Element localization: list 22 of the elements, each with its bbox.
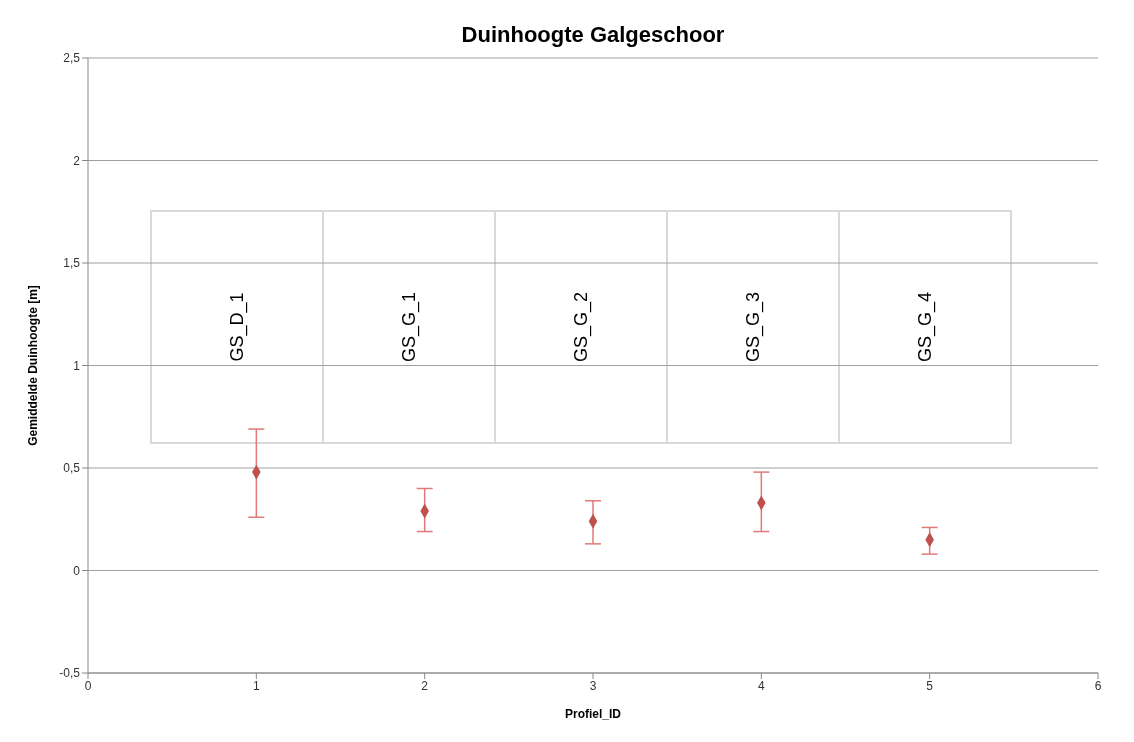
y-tick-label: 0,5 xyxy=(63,461,81,476)
y-tick-label: 2,5 xyxy=(63,51,81,66)
annotation: GS_G_2 xyxy=(570,291,592,362)
y-tick-label: -0,5 xyxy=(59,666,81,681)
y-tick-label: 2 xyxy=(73,153,81,168)
x-tick-label: 2 xyxy=(421,678,429,693)
x-tick-label: 3 xyxy=(589,678,597,693)
y-tick-label: 0 xyxy=(73,563,81,578)
y-tick-label: 1 xyxy=(73,358,81,373)
x-tick-label: 0 xyxy=(84,678,92,693)
x-tick-label: 6 xyxy=(1094,678,1102,693)
y-tick-label: 1,5 xyxy=(63,256,81,271)
x-tick-label: 4 xyxy=(757,678,765,693)
chart-title: Duinhoogte Galgeschoor xyxy=(460,22,726,48)
annotation: GS_D_1 xyxy=(226,292,248,362)
x-axis-title: Profiel_ID xyxy=(564,707,622,721)
annotation: GS_G_3 xyxy=(742,291,764,362)
y-axis-title: Gemiddelde Duinhoogte [m] xyxy=(26,285,41,446)
annotation: GS_G_4 xyxy=(914,291,936,362)
x-tick-label: 5 xyxy=(926,678,934,693)
x-tick-label: 1 xyxy=(252,678,260,693)
annotation: GS_G_1 xyxy=(398,291,420,362)
